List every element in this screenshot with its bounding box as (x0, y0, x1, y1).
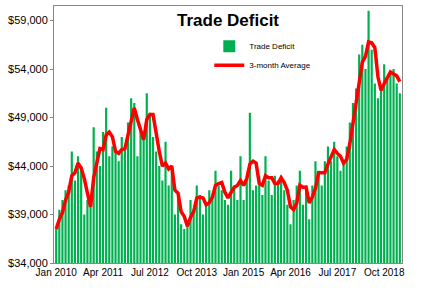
svg-text:$49,000: $49,000 (8, 111, 48, 123)
svg-text:Apr 2011: Apr 2011 (83, 267, 123, 278)
svg-text:Jul 2012: Jul 2012 (131, 267, 169, 278)
svg-text:$44,000: $44,000 (8, 160, 48, 172)
svg-text:Trade Deficit: Trade Deficit (177, 11, 279, 30)
svg-text:Jan 2010: Jan 2010 (36, 267, 78, 278)
svg-text:Oct 2018: Oct 2018 (364, 267, 405, 278)
svg-text:Jan 2015: Jan 2015 (223, 267, 265, 278)
svg-text:$59,000: $59,000 (8, 14, 48, 26)
svg-text:$34,000: $34,000 (8, 257, 48, 269)
svg-text:Oct 2013: Oct 2013 (176, 267, 217, 278)
svg-text:3-month Average: 3-month Average (249, 61, 310, 70)
svg-text:Jul 2017: Jul 2017 (318, 267, 356, 278)
svg-text:$54,000: $54,000 (8, 63, 48, 75)
svg-text:$39,000: $39,000 (8, 208, 48, 220)
svg-text:Trade Deficit: Trade Deficit (249, 42, 295, 51)
svg-text:Apr 2016: Apr 2016 (270, 267, 311, 278)
